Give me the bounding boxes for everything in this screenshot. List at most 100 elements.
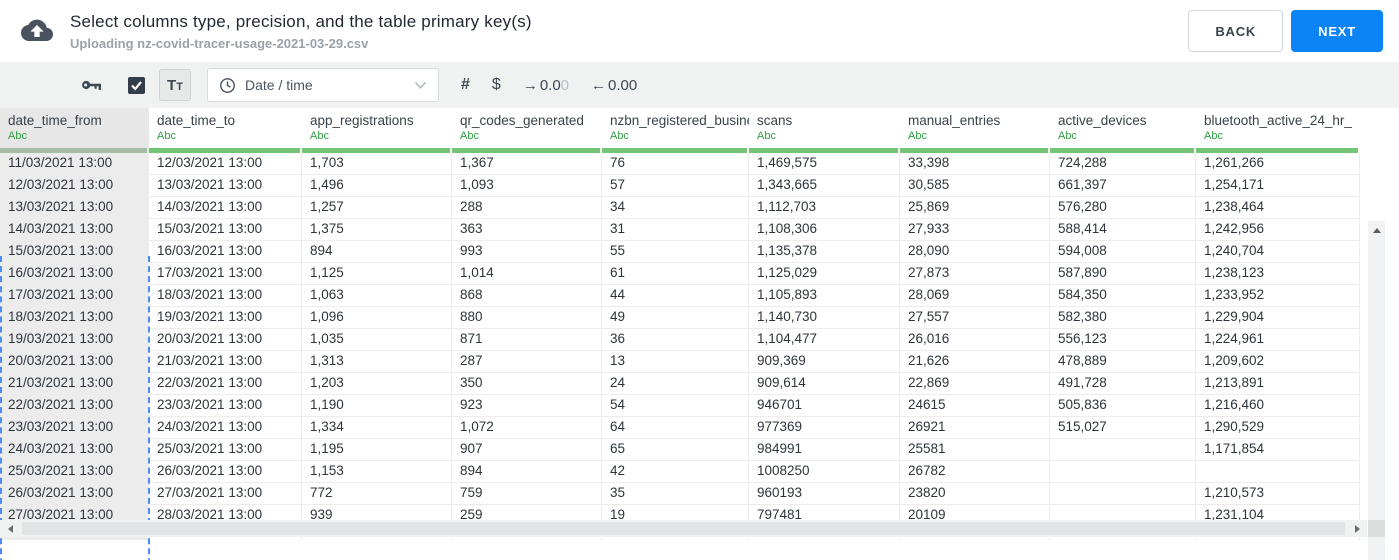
table-cell[interactable]: 594,008	[1050, 241, 1196, 263]
table-cell[interactable]: 15/03/2021 13:00	[149, 219, 302, 241]
table-cell[interactable]: 49	[602, 307, 749, 329]
table-cell[interactable]: 33,398	[900, 153, 1050, 175]
table-cell[interactable]: 582,380	[1050, 307, 1196, 329]
text-type-button[interactable]: Tt	[159, 69, 191, 101]
table-cell[interactable]: 64	[602, 417, 749, 439]
horizontal-scrollbar[interactable]	[0, 520, 1367, 537]
table-cell[interactable]: 12/03/2021 13:00	[149, 153, 302, 175]
table-cell[interactable]: 907	[452, 439, 602, 461]
table-cell[interactable]: 923	[452, 395, 602, 417]
horizontal-scrollbar-thumb[interactable]	[22, 522, 1345, 535]
table-cell[interactable]: 1,203	[302, 373, 452, 395]
table-cell[interactable]: 1,216,460	[1196, 395, 1360, 417]
table-cell[interactable]: 24/03/2021 13:00	[0, 439, 149, 461]
table-cell[interactable]: 31	[602, 219, 749, 241]
table-cell[interactable]: 515,027	[1050, 417, 1196, 439]
table-cell[interactable]: 22,869	[900, 373, 1050, 395]
table-cell[interactable]: 55	[602, 241, 749, 263]
table-cell[interactable]: 19/03/2021 13:00	[149, 307, 302, 329]
table-cell[interactable]: 22/03/2021 13:00	[149, 373, 302, 395]
table-cell[interactable]: 1,135,378	[749, 241, 900, 263]
table-cell[interactable]: 588,414	[1050, 219, 1196, 241]
table-cell[interactable]	[1050, 483, 1196, 505]
table-cell[interactable]: 11/03/2021 13:00	[0, 153, 149, 175]
table-cell[interactable]: 19/03/2021 13:00	[0, 329, 149, 351]
table-cell[interactable]: 1,209,602	[1196, 351, 1360, 373]
column-header-date_time_from[interactable]: date_time_from Abc	[0, 108, 149, 153]
table-cell[interactable]: 16/03/2021 13:00	[149, 241, 302, 263]
table-cell[interactable]: 661,397	[1050, 175, 1196, 197]
table-cell[interactable]: 1,229,904	[1196, 307, 1360, 329]
table-cell[interactable]: 1,140,730	[749, 307, 900, 329]
back-button[interactable]: BACK	[1188, 10, 1284, 52]
table-cell[interactable]: 880	[452, 307, 602, 329]
table-cell[interactable]: 1,254,171	[1196, 175, 1360, 197]
column-header-bluetooth_active_24_hr_[interactable]: bluetooth_active_24_hr_ Abc	[1196, 108, 1360, 153]
table-cell[interactable]: 1,261,266	[1196, 153, 1360, 175]
table-cell[interactable]: 17/03/2021 13:00	[0, 285, 149, 307]
table-cell[interactable]: 1,375	[302, 219, 452, 241]
table-cell[interactable]: 27,557	[900, 307, 1050, 329]
scroll-left-arrow[interactable]	[2, 520, 18, 537]
table-cell[interactable]: 1,334	[302, 417, 452, 439]
table-cell[interactable]: 30,585	[900, 175, 1050, 197]
table-cell[interactable]: 21,626	[900, 351, 1050, 373]
table-cell[interactable]: 1,195	[302, 439, 452, 461]
table-cell[interactable]: 946701	[749, 395, 900, 417]
table-cell[interactable]: 350	[452, 373, 602, 395]
table-cell[interactable]: 576,280	[1050, 197, 1196, 219]
table-cell[interactable]: 1,210,573	[1196, 483, 1360, 505]
table-cell[interactable]: 1,703	[302, 153, 452, 175]
table-cell[interactable]: 54	[602, 395, 749, 417]
column-header-date_time_to[interactable]: date_time_to Abc	[149, 108, 302, 153]
table-cell[interactable]: 23/03/2021 13:00	[0, 417, 149, 439]
table-cell[interactable]: 1,125	[302, 263, 452, 285]
table-cell[interactable]: 21/03/2021 13:00	[0, 373, 149, 395]
table-cell[interactable]: 1,233,952	[1196, 285, 1360, 307]
table-cell[interactable]: 1,104,477	[749, 329, 900, 351]
number-type-button[interactable]: #	[461, 76, 470, 93]
next-button[interactable]: NEXT	[1291, 10, 1383, 52]
table-cell[interactable]: 1,240,704	[1196, 241, 1360, 263]
table-cell[interactable]: 26/03/2021 13:00	[0, 483, 149, 505]
table-cell[interactable]: 1,014	[452, 263, 602, 285]
table-cell[interactable]: 24/03/2021 13:00	[149, 417, 302, 439]
table-cell[interactable]: 20/03/2021 13:00	[0, 351, 149, 373]
table-cell[interactable]: 13	[602, 351, 749, 373]
table-cell[interactable]: 22/03/2021 13:00	[0, 395, 149, 417]
table-cell[interactable]: 35	[602, 483, 749, 505]
table-cell[interactable]: 1,242,956	[1196, 219, 1360, 241]
table-cell[interactable]: 21/03/2021 13:00	[149, 351, 302, 373]
table-cell[interactable]: 14/03/2021 13:00	[0, 219, 149, 241]
table-cell[interactable]: 15/03/2021 13:00	[0, 241, 149, 263]
table-cell[interactable]: 20/03/2021 13:00	[149, 329, 302, 351]
table-cell[interactable]: 26,016	[900, 329, 1050, 351]
column-header-active_devices[interactable]: active_devices Abc	[1050, 108, 1196, 153]
table-cell[interactable]: 1,343,665	[749, 175, 900, 197]
table-cell[interactable]: 1,257	[302, 197, 452, 219]
table-cell[interactable]: 18/03/2021 13:00	[149, 285, 302, 307]
table-cell[interactable]: 13/03/2021 13:00	[0, 197, 149, 219]
table-cell[interactable]: 26921	[900, 417, 1050, 439]
table-cell[interactable]: 505,836	[1050, 395, 1196, 417]
table-cell[interactable]: 24615	[900, 395, 1050, 417]
table-cell[interactable]: 36	[602, 329, 749, 351]
table-cell[interactable]: 76	[602, 153, 749, 175]
column-include-checkbox[interactable]	[128, 76, 145, 94]
table-cell[interactable]	[1050, 461, 1196, 483]
decimal-pad-left-button[interactable]: ← 0.00	[591, 77, 637, 94]
table-cell[interactable]: 25/03/2021 13:00	[149, 439, 302, 461]
table-cell[interactable]: 1,313	[302, 351, 452, 373]
column-header-qr_codes_generated[interactable]: qr_codes_generated Abc	[452, 108, 602, 153]
column-header-app_registrations[interactable]: app_registrations Abc	[302, 108, 452, 153]
table-cell[interactable]: 993	[452, 241, 602, 263]
table-cell[interactable]: 27,873	[900, 263, 1050, 285]
table-cell[interactable]: 23820	[900, 483, 1050, 505]
table-cell[interactable]: 977369	[749, 417, 900, 439]
table-cell[interactable]: 1008250	[749, 461, 900, 483]
table-cell[interactable]: 1,290,529	[1196, 417, 1360, 439]
table-cell[interactable]: 1,096	[302, 307, 452, 329]
table-cell[interactable]: 868	[452, 285, 602, 307]
table-cell[interactable]: 25581	[900, 439, 1050, 461]
table-cell[interactable]	[1050, 439, 1196, 461]
